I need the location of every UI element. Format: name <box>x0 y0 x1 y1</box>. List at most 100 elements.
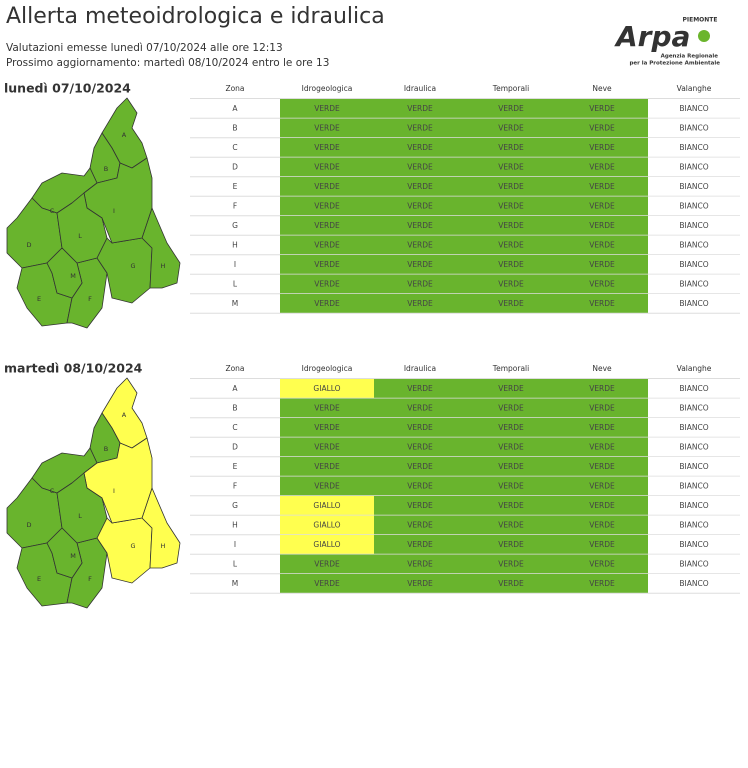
alert-level: VERDE <box>498 201 524 210</box>
cell-bg <box>556 418 648 437</box>
cell-bg <box>374 294 466 313</box>
alert-level: BIANCO <box>679 540 708 549</box>
alert-level: VERDE <box>589 481 615 490</box>
alert-level: VERDE <box>407 481 433 490</box>
alert-level: VERDE <box>314 579 340 588</box>
alert-level: VERDE <box>589 162 615 171</box>
alert-level: BIANCO <box>679 442 708 451</box>
alert-level: VERDE <box>589 104 615 113</box>
alert-level: BIANCO <box>679 403 708 412</box>
cell-bg <box>556 554 648 574</box>
alert-level: VERDE <box>314 299 340 308</box>
cell-bg <box>648 574 740 593</box>
column-header: Idraulica <box>404 84 436 93</box>
cell-bg <box>374 398 466 418</box>
cell-bg <box>466 216 556 235</box>
alert-level: VERDE <box>589 579 615 588</box>
zone-name: F <box>233 481 237 490</box>
alert-level: VERDE <box>498 143 524 152</box>
cell-bg <box>648 418 740 437</box>
logo: PIEMONTE Arpa Agenzia Regionale per la P… <box>614 17 720 67</box>
cell-bg <box>280 515 374 535</box>
cell-bg <box>556 398 648 418</box>
cell-bg <box>466 379 556 398</box>
cell-bg <box>280 255 374 274</box>
cell-bg <box>466 515 556 535</box>
cell-bg <box>648 255 740 274</box>
alert-level: VERDE <box>407 143 433 152</box>
cell-bg <box>466 574 556 593</box>
alert-level: VERDE <box>589 279 615 288</box>
zone-name: B <box>232 403 237 412</box>
cell-bg <box>374 118 466 138</box>
alert-level: VERDE <box>407 240 433 249</box>
alert-level: VERDE <box>407 579 433 588</box>
alert-level: VERDE <box>314 403 340 412</box>
cell-bg <box>374 496 466 515</box>
day-date: martedì 08/10/2024 <box>4 361 143 376</box>
cell-bg <box>466 437 556 457</box>
alert-level: VERDE <box>589 520 615 529</box>
alert-level: BIANCO <box>679 104 708 113</box>
alert-level: GIALLO <box>313 384 340 393</box>
zone-name: G <box>232 221 238 230</box>
alert-level: BIANCO <box>679 520 708 529</box>
alert-level: VERDE <box>589 462 615 471</box>
cell-bg <box>280 535 374 554</box>
zone-label: L <box>78 512 82 520</box>
zone-name: A <box>232 384 238 393</box>
zone-label: H <box>161 262 166 270</box>
cell-bg <box>374 216 466 235</box>
cell-bg <box>648 398 740 418</box>
logo-agency: per la Protezione Ambientale <box>629 61 720 67</box>
cell-bg <box>556 138 648 157</box>
zone-label: I <box>113 487 115 495</box>
zone-name: E <box>233 182 238 191</box>
zone-area <box>141 207 181 289</box>
alert-level: VERDE <box>589 123 615 132</box>
zone-name: G <box>232 501 238 510</box>
cell-bg <box>648 177 740 196</box>
cell-bg <box>374 476 466 496</box>
alert-level: VERDE <box>589 201 615 210</box>
cell-bg <box>648 496 740 515</box>
logo-brand: Arpa <box>614 20 690 53</box>
cell-bg <box>374 418 466 437</box>
cell-bg <box>466 118 556 138</box>
alert-level: BIANCO <box>679 123 708 132</box>
alert-level: VERDE <box>314 221 340 230</box>
zone-name: H <box>232 520 238 529</box>
alert-level: VERDE <box>314 260 340 269</box>
cell-bg <box>466 157 556 177</box>
cell-bg <box>466 554 556 574</box>
alert-level: VERDE <box>407 279 433 288</box>
alert-level: VERDE <box>407 423 433 432</box>
alert-level: VERDE <box>407 299 433 308</box>
cell-bg <box>374 554 466 574</box>
cell-bg <box>556 379 648 398</box>
column-header: Zona <box>225 364 244 373</box>
zone-name: M <box>232 299 238 308</box>
cell-bg <box>466 235 556 255</box>
cell-bg <box>466 274 556 294</box>
cell-bg <box>556 476 648 496</box>
alert-level: VERDE <box>498 442 524 451</box>
alert-level: VERDE <box>498 403 524 412</box>
alert-level: VERDE <box>589 240 615 249</box>
alert-level: VERDE <box>498 221 524 230</box>
zone-area <box>46 527 83 579</box>
cell-bg <box>648 235 740 255</box>
alert-level: BIANCO <box>679 279 708 288</box>
cell-bg <box>280 216 374 235</box>
alert-level: VERDE <box>589 182 615 191</box>
cell-bg <box>556 118 648 138</box>
cell-bg <box>466 535 556 554</box>
cell-bg <box>556 515 648 535</box>
zone-name: H <box>232 240 238 249</box>
cell-bg <box>280 379 374 398</box>
cell-bg <box>556 535 648 554</box>
cell-bg <box>466 99 556 118</box>
cell-bg <box>648 138 740 157</box>
cell-bg <box>466 398 556 418</box>
zone-label: M <box>70 272 76 280</box>
